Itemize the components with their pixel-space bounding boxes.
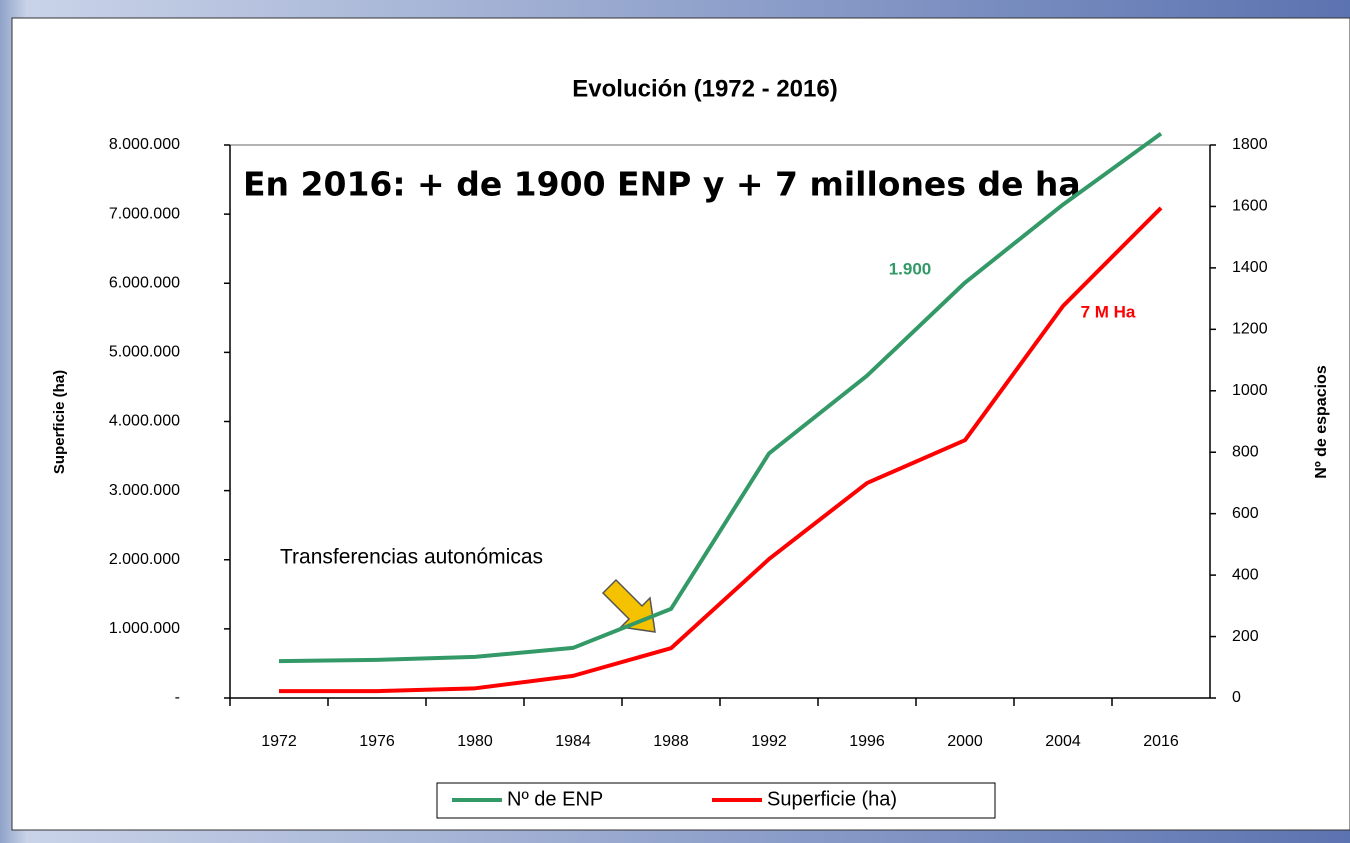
x-tick-label: 1984 [555, 733, 591, 750]
y2-tick-label: 1600 [1232, 198, 1268, 215]
chart-title: Evolución (1972 - 2016) [572, 75, 837, 102]
series-line [279, 206, 1163, 694]
y2-tick-label: 400 [1232, 566, 1259, 583]
annotation-headline: En 2016: + de 1900 ENP y + 7 millones de… [243, 165, 1081, 204]
x-tick-label: 1988 [653, 733, 689, 750]
y-tick-label: 3.000.000 [109, 482, 180, 499]
y-tick-label: 7.000.000 [109, 205, 180, 222]
chart-panel [11, 17, 1350, 831]
y-tick-label: 4.000.000 [109, 413, 180, 430]
x-tick-label: 1996 [849, 733, 885, 750]
x-tick-label: 2000 [947, 733, 983, 750]
y-axis-label: Superficie (ha) [51, 370, 68, 474]
y2-tick-label: 1200 [1232, 321, 1268, 338]
y2-tick-label: 1000 [1232, 382, 1268, 399]
y-tick-label: 2.000.000 [109, 551, 180, 568]
series-line [278, 132, 1163, 664]
y2-tick-label: 200 [1232, 628, 1259, 645]
y2-tick-label: 800 [1232, 443, 1259, 460]
y2-tick-label: 0 [1232, 689, 1241, 706]
y-tick-label: - [175, 689, 180, 706]
legend-label: Nº de ENP [507, 788, 603, 810]
y2-tick-label: 1400 [1232, 259, 1268, 276]
x-tick-label: 2004 [1045, 733, 1081, 750]
y-tick-label: 1.000.000 [109, 620, 180, 637]
legend-label: Superficie (ha) [767, 788, 897, 810]
y2-axis-label: Nº de espacios [1313, 365, 1330, 479]
x-tick-label: 1976 [359, 733, 395, 750]
x-tick-label: 1972 [261, 733, 297, 750]
annotation-transfer: Transferencias autonómicas [280, 546, 543, 569]
x-tick-label: 1980 [457, 733, 493, 750]
y2-tick-label: 600 [1232, 505, 1259, 522]
y-tick-label: 5.000.000 [109, 344, 180, 361]
y2-tick-label: 1800 [1232, 136, 1268, 153]
y-tick-label: 8.000.000 [109, 136, 180, 153]
x-tick-label: 1992 [751, 733, 787, 750]
y-tick-label: 6.000.000 [109, 274, 180, 291]
x-tick-label: 2016 [1143, 733, 1179, 750]
annotation-green: 1.900 [889, 259, 932, 278]
annotation-red: 7 M Ha [1081, 302, 1136, 321]
